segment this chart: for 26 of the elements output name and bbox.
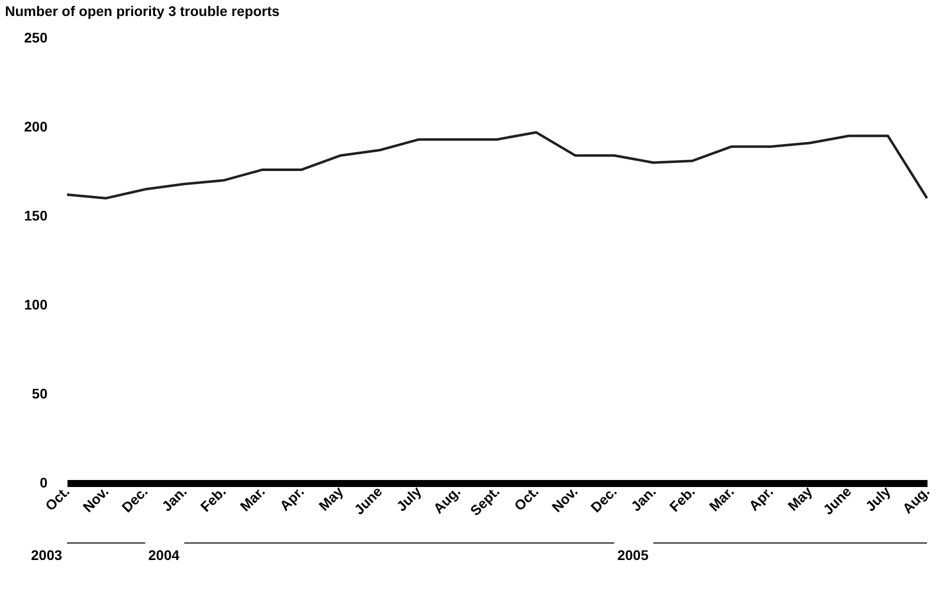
x-tick-label: Dec. <box>587 483 620 516</box>
line-series <box>66 131 928 200</box>
chart-title: Number of open priority 3 trouble reports <box>5 3 280 19</box>
y-tick-label: 50 <box>32 386 48 402</box>
x-tick-label: Mar. <box>236 483 268 514</box>
x-tick-label: Dec. <box>118 483 151 516</box>
x-tick-label: Aug. <box>899 483 932 516</box>
y-tick-label: 200 <box>24 118 48 134</box>
x-tick-label: Aug. <box>430 483 464 516</box>
y-tick-label: 100 <box>24 296 48 312</box>
x-tick-label: Apr. <box>746 483 776 514</box>
y-tick-label: 250 <box>24 30 48 46</box>
y-tick-label: 150 <box>24 208 48 224</box>
x-tick-label: Nov. <box>80 483 112 516</box>
text: 2004 <box>148 547 180 563</box>
x-tick-label: Mar. <box>706 483 737 514</box>
text: 2005 <box>617 547 649 563</box>
x-tick-label: Apr. <box>276 483 307 514</box>
y-tick-label: 0 <box>40 474 48 490</box>
x-tick-label: Feb. <box>197 483 229 515</box>
text: 2003 <box>31 547 62 563</box>
x-tick-label: Jan. <box>158 483 190 514</box>
x-tick-label: Nov. <box>548 483 581 516</box>
x-tick-label: Feb. <box>666 483 698 515</box>
x-tick-label: Jan. <box>628 483 659 514</box>
x-tick-label: Oct. <box>510 483 542 514</box>
